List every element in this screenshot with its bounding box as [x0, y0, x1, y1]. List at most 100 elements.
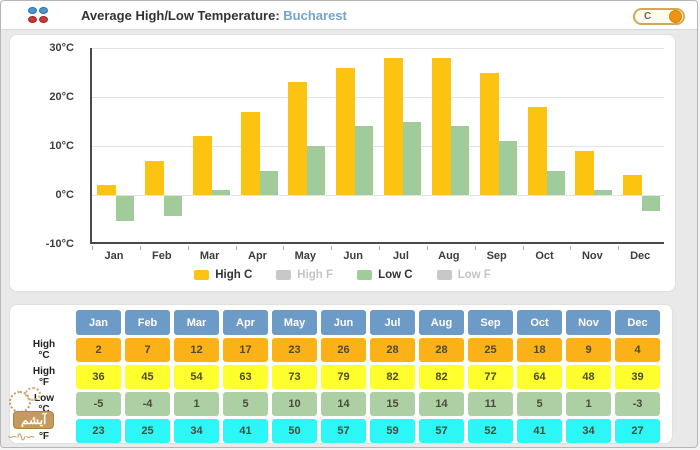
- temperature-value-cell: 18: [517, 338, 562, 362]
- month-header-cell: Nov: [566, 310, 611, 335]
- celsius-fahrenheit-toggle[interactable]: C: [633, 8, 685, 25]
- temperature-value-cell: 7: [125, 338, 170, 362]
- toggle-unit-label: C: [644, 11, 652, 22]
- axis-tickmark: [474, 246, 476, 250]
- low-temp-bar: [546, 170, 565, 195]
- x-axis-tick-label: Mar: [199, 250, 220, 262]
- temperature-value-cell: -4: [125, 392, 170, 416]
- temperature-value-cell: 63: [223, 365, 268, 389]
- legend-label: High C: [215, 269, 253, 281]
- low-temp-bar: [403, 121, 421, 195]
- gridline: [92, 195, 664, 196]
- x-axis-tick-label: Oct: [535, 250, 554, 262]
- temperature-value-cell: 82: [419, 365, 464, 389]
- high-temp-bar: [575, 150, 595, 195]
- y-axis-tick-label: 30°C: [49, 42, 74, 54]
- temperature-value-cell: 26: [321, 338, 366, 362]
- low-temp-bar: [211, 190, 230, 195]
- month-header-cell: Sep: [468, 310, 513, 335]
- temperature-value-cell: 17: [223, 338, 268, 362]
- x-axis-tick-label: Aug: [438, 250, 460, 262]
- temperature-value-cell: 27: [615, 419, 660, 443]
- month-header-cell: Dec: [615, 310, 660, 335]
- temperature-value-cell: 28: [419, 338, 464, 362]
- temperature-value-cell: 23: [272, 338, 317, 362]
- row-label-cell: Low °F: [34, 420, 54, 442]
- table-row: High °F 36 45 54 63 73 79 82 82 77 64 48 39: [16, 365, 660, 389]
- temperature-value-cell: 50: [272, 419, 317, 443]
- high-temp-bar: [288, 82, 308, 195]
- low-temp-bar: [594, 190, 613, 195]
- x-axis-tick-label: Sep: [486, 250, 507, 262]
- x-axis-tick-label: May: [294, 250, 317, 262]
- high-temp-bar: [623, 175, 643, 195]
- temperature-value-cell: 1: [174, 392, 219, 416]
- temperature-value-cell: 52: [468, 419, 513, 443]
- y-axis-tick-label: 20°C: [49, 91, 74, 103]
- low-temp-bar: [259, 170, 278, 195]
- table-corner-cell: [16, 310, 72, 335]
- temperature-value-cell: 59: [370, 419, 415, 443]
- temperature-value-cell: 25: [468, 338, 513, 362]
- month-header-cell: Mar: [174, 310, 219, 335]
- axis-tickmark: [139, 246, 141, 250]
- temperature-value-cell: 12: [174, 338, 219, 362]
- temperature-value-cell: 41: [223, 419, 268, 443]
- temperature-value-cell: 48: [566, 365, 611, 389]
- legend-item-high-c[interactable]: High C: [194, 269, 252, 281]
- high-temp-bar: [431, 57, 451, 195]
- temperature-value-cell: 45: [125, 365, 170, 389]
- legend-label: High F: [297, 269, 334, 281]
- high-temp-bar: [527, 106, 547, 195]
- chart-legend: High C High F Low C Low F: [10, 269, 675, 281]
- high-temp-bar: [336, 67, 356, 195]
- low-temp-bar: [642, 196, 661, 211]
- axis-tickmark: [570, 246, 572, 250]
- temperature-value-cell: 9: [566, 338, 611, 362]
- x-axis-tick-label: Jan: [104, 250, 124, 262]
- y-axis-tick-label: 10°C: [49, 140, 74, 152]
- legend-swatch-icon: [357, 270, 373, 280]
- gridline: [92, 48, 664, 49]
- table-header-row: Jan Feb Mar Apr May Jun Jul Aug Sep Oct Nov Dec: [16, 310, 660, 335]
- temperature-value-cell: 11: [468, 392, 513, 416]
- temperature-value-cell: 4: [615, 338, 660, 362]
- temperature-value-cell: 82: [370, 365, 415, 389]
- low-temp-bar: [355, 126, 374, 195]
- axis-tickmark: [618, 246, 620, 250]
- temperature-table: Jan Feb Mar Apr May Jun Jul Aug Sep Oct Nov Dec Hig…: [12, 307, 664, 446]
- legend-item-low-c[interactable]: Low C: [357, 269, 413, 281]
- temperature-value-cell: -3: [615, 392, 660, 416]
- temperature-value-cell: 39: [615, 365, 660, 389]
- legend-item-low-f[interactable]: Low F: [436, 269, 491, 281]
- y-axis-tick-label: -10°C: [45, 238, 74, 250]
- title-text: Average High/Low Temperature:: [81, 8, 280, 23]
- table-row: Low °C -5 -4 1 5 10 14 15 14 11 5 1 -3: [16, 392, 660, 416]
- temperature-value-cell: 34: [174, 419, 219, 443]
- month-header-cell: Jun: [321, 310, 366, 335]
- high-temp-bar: [479, 72, 499, 195]
- row-label-cell: High °C: [32, 339, 56, 361]
- x-axis-tick-label: Feb: [152, 250, 172, 262]
- month-header-cell: Feb: [125, 310, 170, 335]
- legend-item-high-f[interactable]: High F: [276, 269, 333, 281]
- temperature-value-cell: 73: [272, 365, 317, 389]
- low-temp-bar: [116, 196, 134, 221]
- row-label-cell: High °F: [32, 366, 56, 388]
- temperature-value-cell: 25: [125, 419, 170, 443]
- temperature-value-cell: 28: [370, 338, 415, 362]
- legend-swatch-icon: [276, 270, 292, 280]
- four-dots-logo-icon: [28, 7, 49, 25]
- table-row: High °C 2 7 12 17 23 26 28 28 25 18 9 4: [16, 338, 660, 362]
- low-temp-bar: [450, 126, 469, 195]
- high-temp-bar: [192, 136, 212, 195]
- month-header-cell: Aug: [419, 310, 464, 335]
- gridline: [92, 97, 664, 98]
- table-row: Low °F 23 25 34 41 50 57 59 57 52 41 34 27: [16, 419, 660, 443]
- toggle-knob-icon[interactable]: [669, 10, 682, 23]
- axis-tickmark: [522, 246, 524, 250]
- temperature-value-cell: 36: [76, 365, 121, 389]
- axis-tickmark: [331, 246, 333, 250]
- widget-header: Average High/Low Temperature: Bucharest …: [1, 1, 697, 30]
- legend-label: Low F: [457, 269, 491, 281]
